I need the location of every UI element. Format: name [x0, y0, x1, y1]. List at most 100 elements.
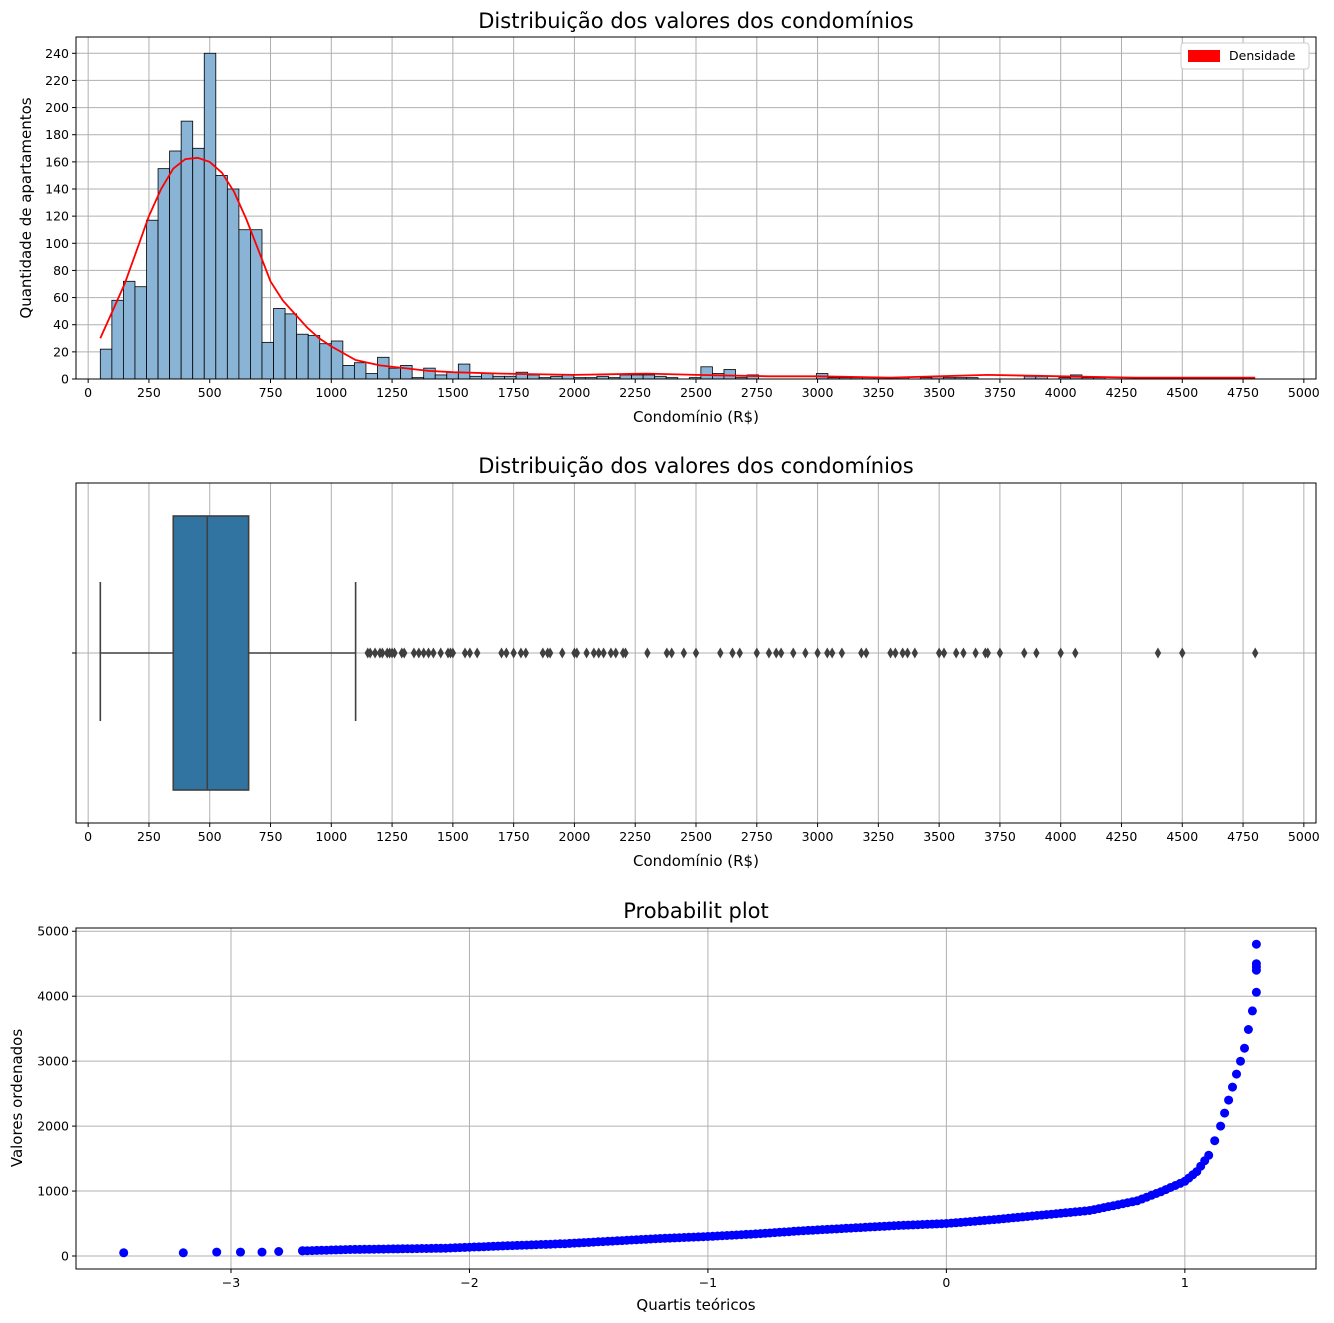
boxplot-outlier — [473, 647, 481, 659]
boxplot-outlier — [466, 647, 474, 659]
histogram-bar — [169, 150, 182, 380]
histogram-bar — [250, 229, 263, 380]
histogram-bar — [192, 147, 205, 380]
histogram-bar — [157, 168, 171, 380]
boxplot-outlier — [858, 647, 865, 659]
histogram-bar — [723, 369, 736, 380]
boxplot-outlier — [765, 647, 773, 659]
histogram-x-tick-label: 2000 — [559, 385, 591, 400]
boxplot-outlier — [1057, 647, 1064, 659]
boxplot-outlier — [736, 647, 743, 659]
histogram-x-tick-label: 1500 — [437, 385, 469, 400]
boxplot-outlier — [729, 647, 736, 659]
boxplot-x-tick-label: 2750 — [741, 829, 773, 844]
boxplot-outlier — [814, 647, 821, 659]
boxplot-outlier — [420, 647, 427, 659]
boxplot-outlier — [503, 647, 510, 659]
boxplot-x-tick-label: 1000 — [315, 829, 347, 844]
boxplot-x-tick-label: 0 — [84, 829, 92, 844]
boxplot-outlier — [437, 647, 444, 659]
boxplot-outlier — [559, 647, 566, 659]
boxplot-outlier — [607, 647, 615, 659]
boxplot-outlier — [546, 647, 554, 659]
boxplot-x-tick-label: 4000 — [1045, 829, 1077, 844]
boxplot-x-ticks: 0 250 500 750 1000 1250 1500 1750 2000 2250 2500 27… — [84, 823, 1320, 844]
boxplot-outlier — [984, 647, 991, 659]
probability-plot-point — [1228, 1082, 1237, 1092]
boxplot-x-tick-label: 2500 — [680, 829, 712, 844]
histogram-title: Distribuição dos valores dos condomínios — [478, 9, 913, 33]
histogram-bar — [273, 308, 286, 380]
histogram-y-tick-label: 0 — [61, 372, 69, 387]
boxplot-x-label: Condomínio (R$) — [633, 852, 759, 870]
probability-plot-point — [1232, 1069, 1241, 1079]
boxplot-outlier — [539, 647, 547, 659]
histogram-x-tick-label: 2250 — [619, 385, 651, 400]
histogram-x-tick-label: 250 — [137, 385, 161, 400]
boxplot-outlier — [717, 647, 724, 659]
histogram-x-tick-label: 3000 — [802, 385, 834, 400]
histogram-y-tick-label: 80 — [53, 263, 69, 278]
boxplot-outlier — [644, 647, 651, 659]
histogram-bar — [123, 280, 136, 380]
boxplot-outlier — [668, 647, 675, 659]
probability-plot-point — [1216, 1121, 1226, 1131]
probability-plot-y-tick-label: 3000 — [37, 1054, 69, 1069]
probability-plot-y-tick-label: 4000 — [37, 989, 69, 1004]
boxplot-outlier — [692, 647, 700, 659]
histogram-bar — [642, 374, 656, 380]
boxplot-outlier — [940, 647, 948, 659]
probability-plot-x-tick-label: −3 — [222, 1275, 240, 1290]
boxplot-outlier — [510, 647, 517, 659]
density-curve — [99, 156, 1256, 379]
boxplot-outlier — [401, 647, 408, 659]
boxplot-outliers — [364, 647, 1259, 659]
boxplot-outlier — [371, 647, 379, 659]
histogram-x-tick-label: 3500 — [923, 385, 955, 400]
probability-plot-title: Probabilit plot — [623, 899, 769, 923]
boxplot-outlier — [824, 647, 831, 659]
histogram-x-tick-label: 3250 — [862, 385, 894, 400]
boxplot-outlier — [911, 647, 919, 659]
histogram-bar — [99, 348, 113, 380]
histogram-x-tick-label: 0 — [84, 385, 92, 400]
boxplot-x-tick-label: 3250 — [862, 829, 894, 844]
boxplot-outlier — [1252, 647, 1259, 659]
probability-plot-x-tick-label: −1 — [699, 1275, 717, 1290]
histogram-bar — [446, 371, 459, 380]
probability-plot-point — [1240, 1043, 1249, 1053]
histogram-bar — [134, 286, 147, 380]
boxplot-x-tick-label: 5000 — [1288, 829, 1320, 844]
probability-plot-chart: −3 −2 −1 0 1 0 1000 2000 3000 4000 5000 Probabili… — [8, 899, 1317, 1314]
boxplot-outlier — [777, 647, 785, 659]
boxplot-x-tick-label: 4250 — [1106, 829, 1138, 844]
boxplot-chart: 0 250 500 750 1000 1250 1500 1750 2000 2250 2500 27… — [72, 454, 1320, 870]
boxplot-x-tick-label: 2250 — [619, 829, 651, 844]
histogram-chart: 0 250 500 750 1000 1250 1500 1750 2000 2250 2500 27… — [17, 9, 1320, 426]
histogram-x-tick-label: 4500 — [1166, 385, 1198, 400]
legend-box — [1180, 42, 1310, 70]
boxplot-x-tick-label: 3500 — [923, 829, 955, 844]
probability-plot-point — [1251, 959, 1261, 969]
histogram-bar — [388, 367, 401, 380]
histogram-bar — [377, 356, 390, 380]
legend-swatch-density — [1188, 50, 1220, 62]
histogram-x-tick-label: 2750 — [741, 385, 773, 400]
boxplot-outlier — [952, 647, 960, 659]
boxplot-outlier — [449, 647, 457, 659]
probability-plot-x-tick-label: −2 — [460, 1275, 478, 1290]
boxplot-x-tick-label: 750 — [259, 829, 283, 844]
probability-plot-point — [1204, 1150, 1214, 1160]
probability-plot-point — [1224, 1095, 1234, 1105]
boxplot-outlier — [862, 647, 870, 659]
histogram-y-label: Quantidade de apartamentos — [17, 97, 35, 318]
probability-plot-grid — [76, 928, 1316, 1269]
probability-plot-x-tick-label: 1 — [1181, 1275, 1189, 1290]
histogram-y-tick-label: 240 — [45, 46, 69, 61]
probability-plot-y-ticks: 0 1000 2000 3000 4000 5000 — [37, 924, 76, 1264]
boxplot-outlier — [960, 647, 967, 659]
boxplot-outlier — [790, 647, 797, 659]
boxplot-title: Distribuição dos valores dos condomínios — [478, 454, 913, 478]
boxplot-outlier — [1179, 647, 1186, 659]
